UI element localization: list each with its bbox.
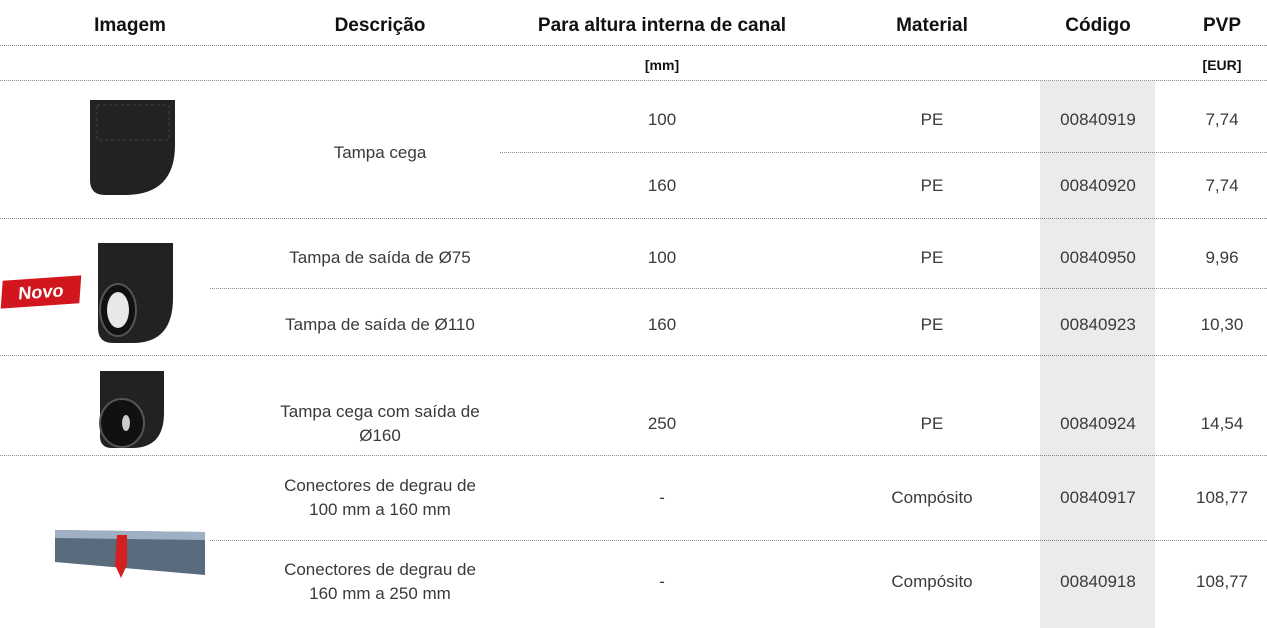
code: 00840919 — [1060, 110, 1136, 129]
code: 00840917 — [1060, 488, 1136, 507]
header: Para altura interna de canal — [537, 15, 787, 36]
code: 00840950 — [1060, 248, 1136, 267]
divider — [500, 152, 1267, 153]
description: Tampa cega com saída de Ø160 — [280, 402, 480, 445]
divider — [0, 355, 1267, 356]
unit: [EUR] — [1202, 57, 1242, 73]
height: - — [659, 572, 665, 591]
product-image — [99, 371, 164, 448]
product-image — [90, 100, 175, 195]
price: 7,74 — [1205, 110, 1239, 129]
material: Compósito — [891, 572, 973, 591]
divider — [0, 80, 1267, 81]
header: Código — [1065, 15, 1131, 36]
divider — [0, 455, 1267, 456]
code: 00840918 — [1060, 572, 1136, 591]
product-image — [55, 530, 205, 578]
code-column-bg — [1040, 81, 1155, 628]
height: 100 — [647, 248, 677, 267]
code: 00840924 — [1060, 414, 1136, 433]
description: Conectores de degrau de 160 mm a 250 mm — [284, 560, 476, 603]
code: 00840920 — [1060, 176, 1136, 195]
header: PVP — [1202, 15, 1242, 36]
divider — [210, 288, 1267, 289]
material: PE — [920, 248, 944, 267]
price: 14,54 — [1200, 414, 1244, 433]
code: 00840923 — [1060, 315, 1136, 334]
price: 7,74 — [1205, 176, 1239, 195]
price: 9,96 — [1205, 248, 1239, 267]
height: 160 — [647, 176, 677, 195]
material: PE — [920, 110, 944, 129]
price: 108,77 — [1196, 488, 1248, 507]
material: PE — [920, 176, 944, 195]
description: Conectores de degrau de 100 mm a 160 mm — [284, 476, 476, 519]
divider — [0, 45, 1267, 46]
description: Tampa de saída de Ø75 — [289, 248, 471, 267]
header: Imagem — [94, 15, 166, 36]
material: Compósito — [891, 488, 973, 507]
header: Descrição — [334, 15, 426, 36]
product-image — [98, 243, 173, 343]
height: 100 — [647, 110, 677, 129]
material: PE — [920, 315, 944, 334]
description: Tampa cega — [333, 143, 427, 162]
divider — [0, 218, 1267, 219]
new-badge: Novo — [0, 275, 82, 309]
unit: [mm] — [644, 57, 680, 73]
price: 108,77 — [1196, 572, 1248, 591]
height: 160 — [647, 315, 677, 334]
header: Material — [896, 15, 968, 36]
price: 10,30 — [1200, 315, 1244, 334]
divider — [210, 540, 1267, 541]
description: Tampa de saída de Ø110 — [285, 315, 475, 334]
material: PE — [920, 414, 944, 433]
height: - — [659, 488, 665, 507]
height: 250 — [647, 414, 677, 433]
